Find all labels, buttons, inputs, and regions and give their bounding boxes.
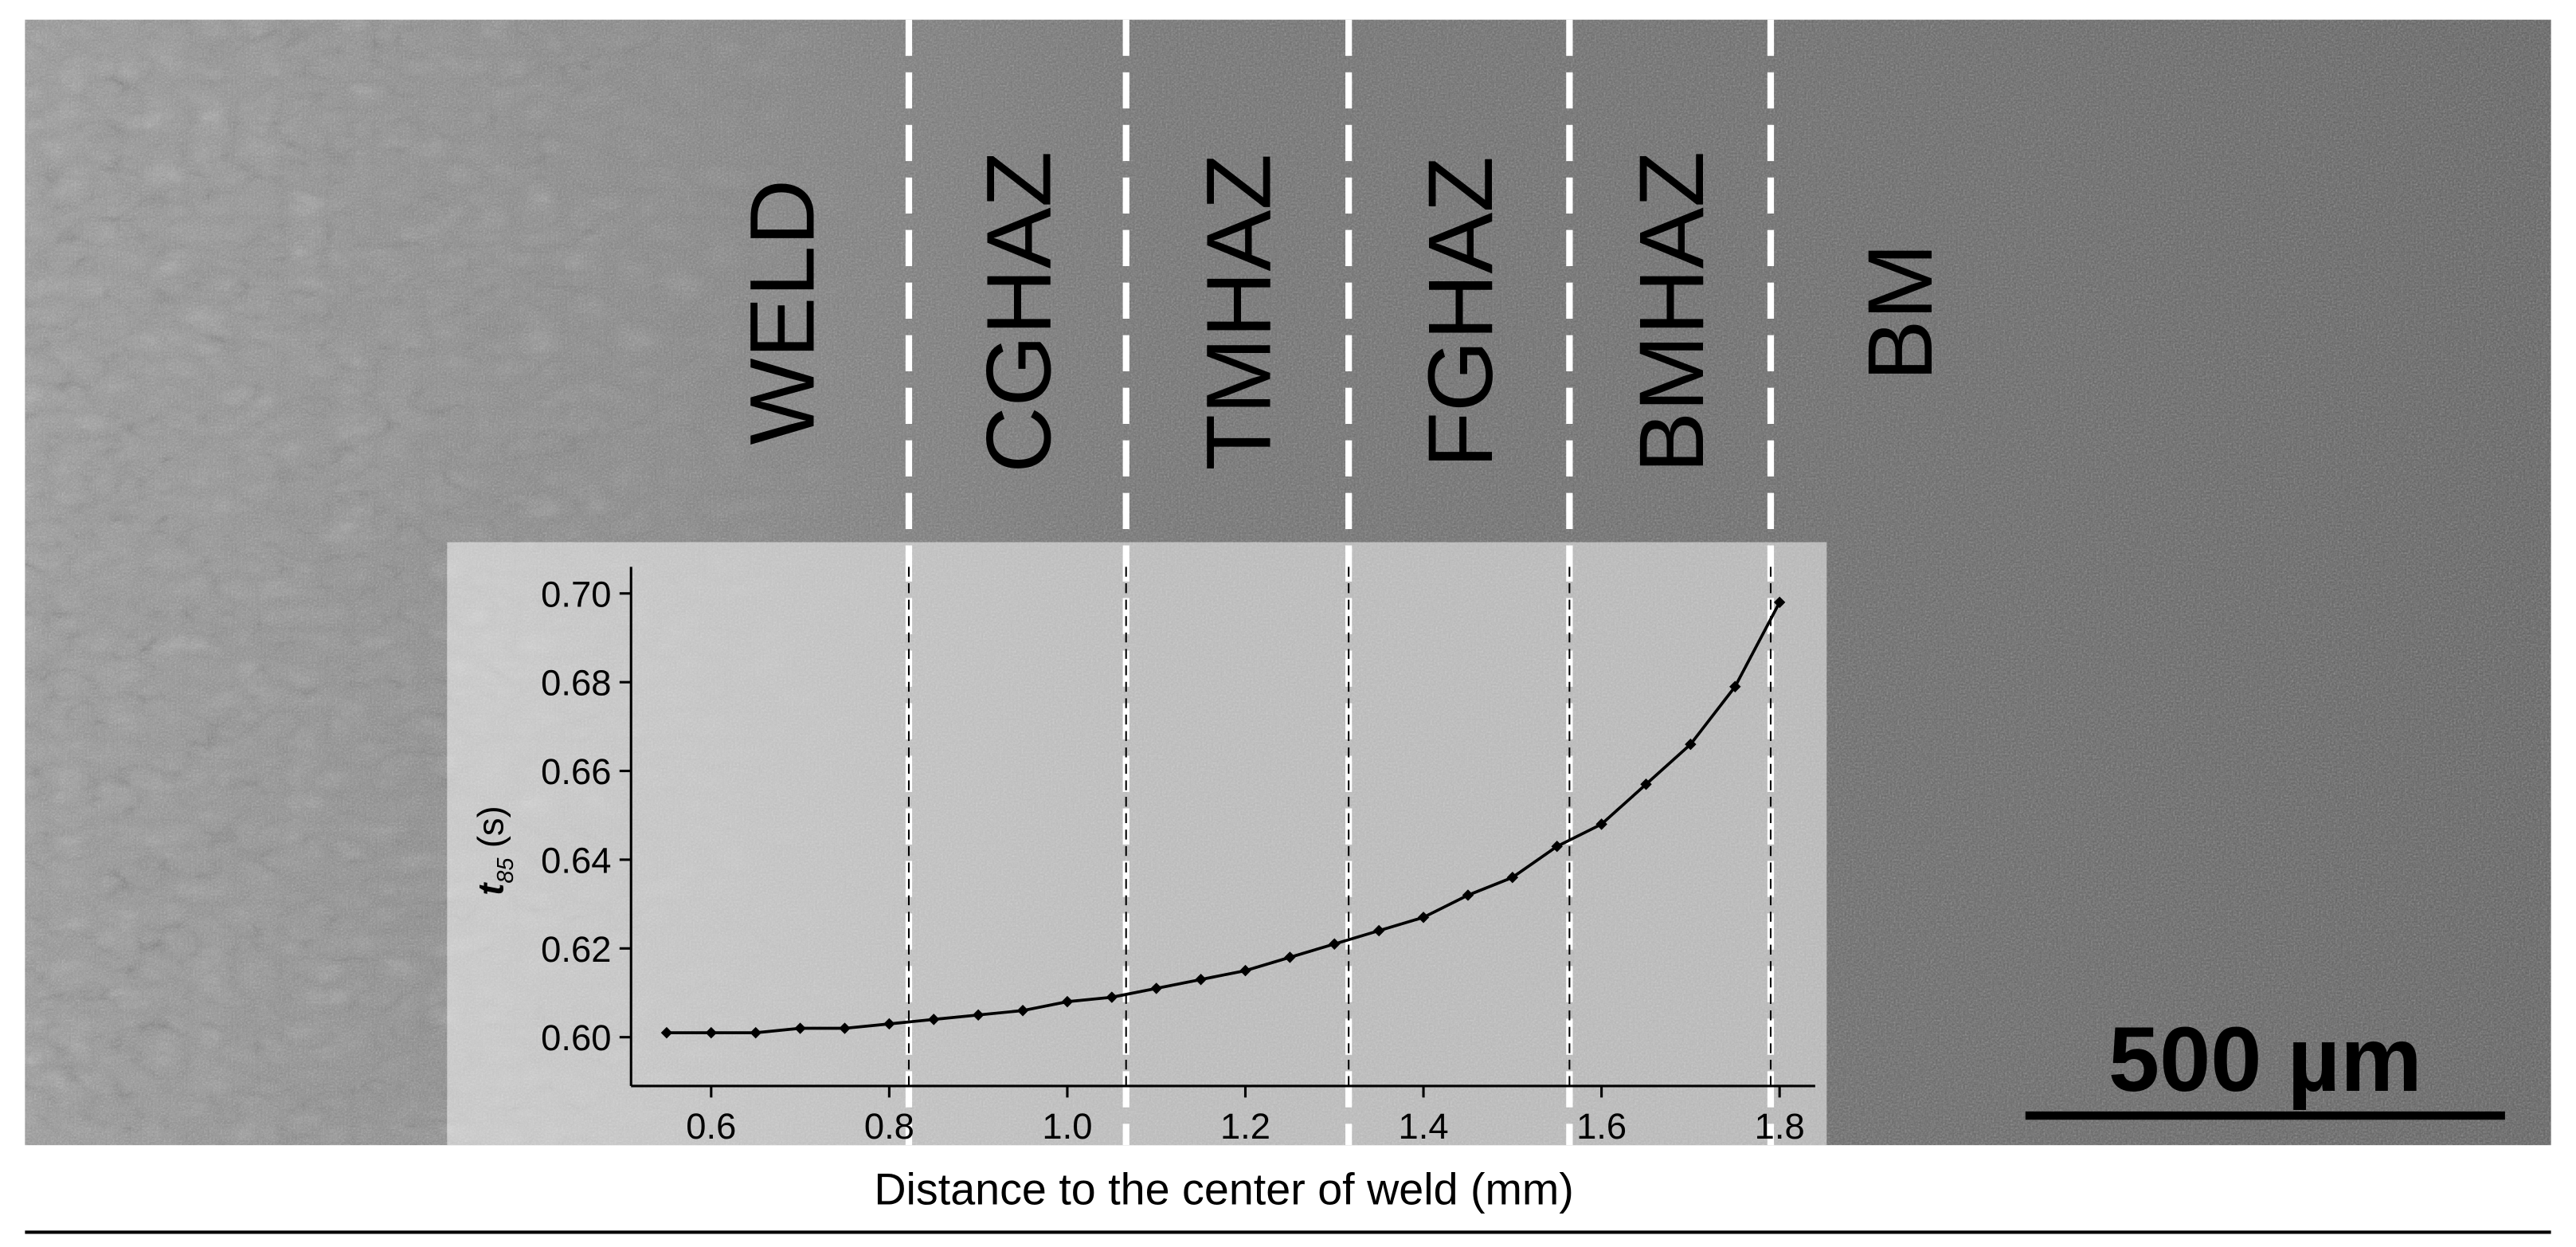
point	[1195, 974, 1207, 986]
point	[1061, 995, 1074, 1008]
point	[1595, 818, 1607, 830]
point	[1685, 738, 1697, 751]
zone-label: BMHAZ	[1620, 151, 1723, 473]
x-tick-label: 1.4	[1399, 1106, 1449, 1147]
x-tick-label: 1.6	[1576, 1106, 1627, 1147]
x-tick-label: 0.8	[864, 1106, 914, 1147]
micrograph	[25, 19, 2551, 1146]
y-tick-label: 0.66	[541, 751, 611, 792]
point	[1150, 982, 1162, 994]
point	[1239, 964, 1251, 977]
point	[1016, 1005, 1029, 1017]
y-tick-label: 0.68	[541, 663, 611, 704]
point	[972, 1009, 985, 1022]
point	[1284, 951, 1296, 963]
point	[928, 1014, 940, 1025]
scale-bar-label: 500 µm	[2108, 1008, 2422, 1111]
zone-label: WELD	[730, 179, 833, 445]
y-axis-label: t85 (s)	[470, 806, 518, 895]
point	[1462, 889, 1474, 901]
point	[1106, 991, 1118, 1003]
point	[883, 1018, 895, 1030]
plot: 0.60 0.62 0.64 0.66 0.68 0.70 0.6 0.8 1.0 1.2 1.4 1…	[470, 567, 1815, 1147]
y-tick-label: 0.70	[541, 574, 611, 614]
point	[1729, 680, 1741, 692]
point	[660, 1026, 673, 1039]
point	[794, 1022, 806, 1034]
x-tick-label: 1.2	[1220, 1106, 1270, 1147]
x-axis-label: Distance to the center of weld (mm)	[874, 1164, 1573, 1214]
y-tick-label: 0.62	[541, 929, 611, 970]
zone-label: BM	[1849, 243, 1952, 381]
y-label-unit: (s)	[470, 806, 511, 848]
x-tick-label: 0.6	[686, 1106, 736, 1147]
x-tick-label: 1.8	[1755, 1106, 1805, 1147]
zone-label: TMHAZ	[1188, 154, 1290, 471]
point	[1551, 840, 1563, 853]
point	[839, 1022, 851, 1034]
zone-label: CGHAZ	[968, 151, 1071, 473]
point	[1372, 924, 1385, 937]
point	[1329, 938, 1341, 950]
y-tick-label: 0.60	[541, 1018, 611, 1058]
y-tick-label: 0.64	[541, 840, 611, 880]
x-tick-label: 1.0	[1042, 1106, 1092, 1147]
point	[1417, 912, 1430, 923]
point	[1640, 778, 1652, 790]
point	[1506, 871, 1519, 884]
y-label-symbol: t	[470, 882, 511, 896]
line	[666, 602, 1781, 1034]
zone-label: FGHAZ	[1409, 156, 1512, 468]
inset-panel	[447, 542, 1827, 1146]
y-label-subscript: 85	[493, 857, 519, 884]
zones: WELD CGHAZ TMHAZ FGHAZ BMHAZ BM	[730, 19, 1952, 1146]
